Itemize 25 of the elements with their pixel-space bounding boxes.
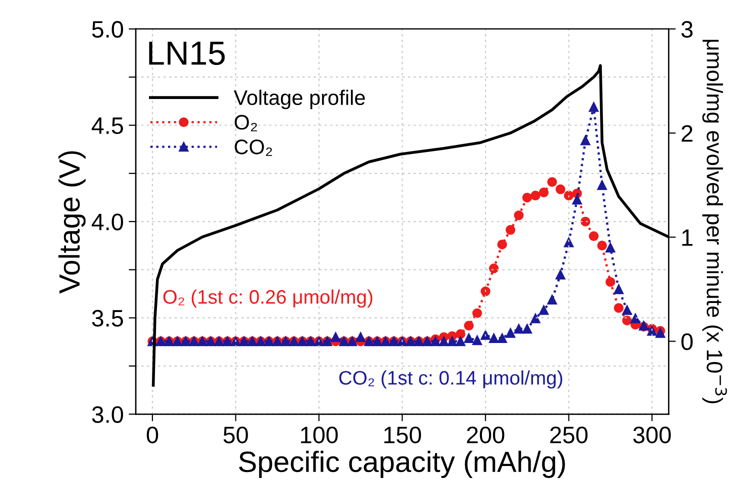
legend-label: CO₂ [234, 140, 272, 156]
legend-label: Voltage profile [234, 90, 365, 110]
x-tick-label: 50 [224, 426, 248, 444]
annotation: LN15 [149, 42, 225, 65]
y2-axis-title: μmol/mg evolved per minute (x 10$^{−3}$) [702, 40, 727, 404]
y2-tick-label: 1 [682, 229, 692, 246]
x-tick-label: 250 [550, 426, 588, 444]
x-tick-label: 200 [466, 426, 504, 444]
y2-tick-label: 0 [681, 333, 693, 350]
annotation: O₂ (1st c: 0.26 μmol/mg) [163, 290, 372, 308]
legend-label: O₂ [234, 114, 257, 132]
y-tick-label: 5.0 [92, 21, 124, 38]
annotation: CO₂ (1st c: 0.14 μmol/mg) [339, 370, 562, 389]
x-axis-title: Specific capacity (mAh/g) [239, 450, 565, 478]
y-tick-label: 4.0 [92, 214, 124, 230]
x-tick-label: 100 [301, 426, 338, 444]
y-tick-label: 4.5 [92, 118, 123, 134]
y2-tick-label: 2 [682, 125, 692, 142]
y2-tick-label: 3 [681, 21, 693, 38]
y-tick-label: 3.5 [92, 310, 123, 327]
y-tick-label: 3.0 [92, 406, 124, 423]
y-axis-title: Voltage (V) [58, 151, 86, 294]
x-tick-label: 0 [146, 426, 158, 444]
x-tick-label: 150 [384, 426, 422, 444]
x-tick-label: 300 [633, 426, 671, 444]
